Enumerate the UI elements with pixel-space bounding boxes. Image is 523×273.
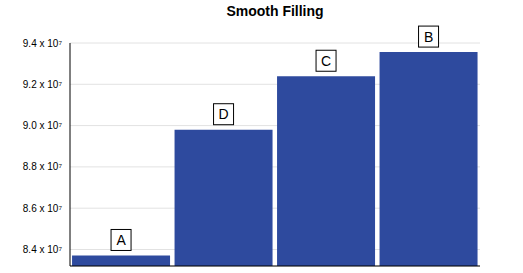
- svg-text:C: C: [321, 53, 331, 69]
- html-text:Smooth Filling: Smooth Filling: [226, 3, 324, 19]
- svg-text:9.4 x 10⁷: 9.4 x 10⁷: [23, 38, 63, 49]
- svg-text:9.2 x 10⁷: 9.2 x 10⁷: [23, 79, 63, 90]
- svg-text:8.6 x 10⁷: 8.6 x 10⁷: [23, 203, 63, 214]
- svg-text:8.8 x 10⁷: 8.8 x 10⁷: [23, 161, 63, 172]
- svg-text:B: B: [424, 29, 433, 45]
- svg-text:D: D: [218, 106, 228, 122]
- svg-text:8.4 x 10⁷: 8.4 x 10⁷: [23, 244, 63, 255]
- svg-text:9.0 x 10⁷: 9.0 x 10⁷: [23, 120, 63, 131]
- svg-text:A: A: [116, 232, 126, 248]
